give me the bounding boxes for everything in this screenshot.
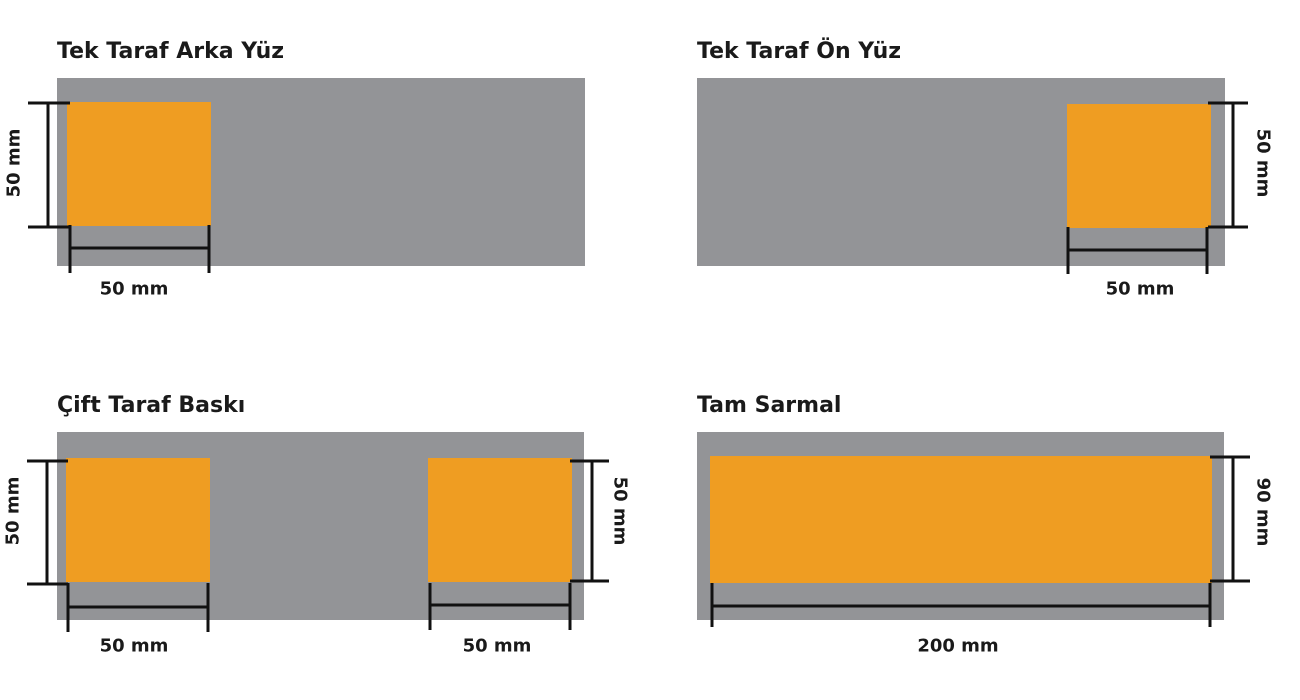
panel-tam-sarmal: 90 mm 200 mm	[697, 432, 1274, 657]
panel-tek-taraf-arka-yuz: 50 mm 50 mm	[4, 78, 585, 300]
width-label: 200 mm	[917, 636, 998, 657]
height-dimension	[1210, 455, 1250, 583]
panel-tek-taraf-on-yuz: 50 mm 50 mm	[697, 78, 1274, 300]
width-dimension	[1066, 227, 1209, 274]
panel-title-tek-taraf-on-yuz: Tek Taraf Ön Yüz	[697, 39, 902, 64]
height-dimension	[1208, 101, 1248, 229]
left-width-dimension	[66, 583, 210, 632]
right-height-label: 50 mm	[610, 477, 631, 546]
print-area-right	[428, 458, 572, 582]
print-area	[67, 102, 211, 226]
panel-title-cift-taraf-baski: Çift Taraf Baskı	[57, 393, 246, 418]
height-dimension	[28, 101, 70, 229]
left-width-label: 50 mm	[100, 636, 169, 657]
panel-title-tek-taraf-arka-yuz: Tek Taraf Arka Yüz	[57, 39, 285, 64]
panel-title-tam-sarmal: Tam Sarmal	[697, 393, 842, 418]
width-dimension	[710, 583, 1212, 627]
right-width-dimension	[428, 583, 572, 630]
print-area	[1067, 104, 1211, 228]
left-height-label: 50 mm	[3, 477, 24, 546]
print-area	[710, 456, 1212, 583]
height-label: 90 mm	[1253, 478, 1274, 547]
right-width-label: 50 mm	[463, 636, 532, 657]
height-label: 50 mm	[4, 129, 25, 198]
height-label: 50 mm	[1253, 129, 1274, 198]
width-label: 50 mm	[1106, 279, 1175, 300]
right-height-dimension	[570, 459, 609, 583]
left-height-dimension	[27, 459, 68, 586]
width-label: 50 mm	[100, 279, 169, 300]
panel-cift-taraf-baski: 50 mm 50 mm 50 mm 50 mm	[3, 432, 631, 657]
print-area-left	[66, 458, 210, 582]
width-dimension	[68, 225, 211, 273]
